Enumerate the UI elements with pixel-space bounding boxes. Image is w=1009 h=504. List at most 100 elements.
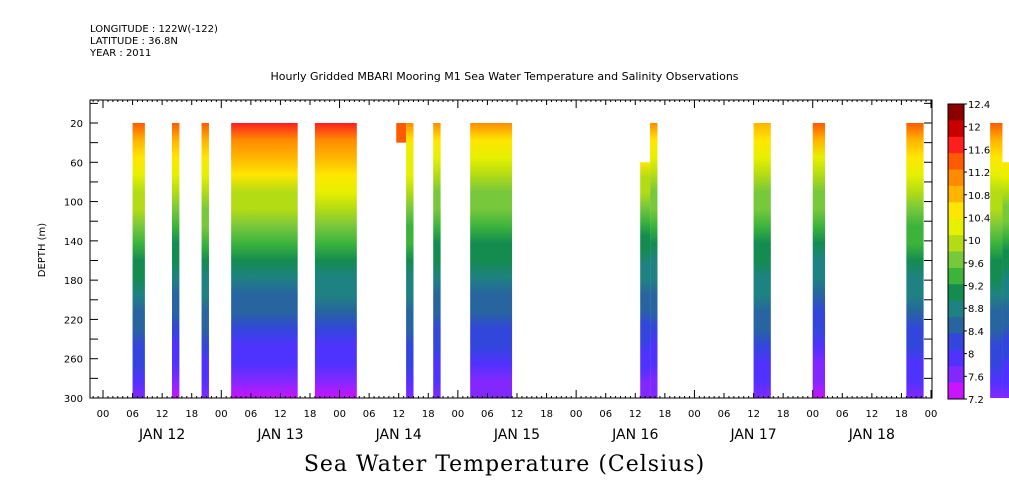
temperature-segment	[990, 123, 1003, 398]
colorbar-swatch	[948, 251, 964, 269]
chart-title: Hourly Gridded MBARI Mooring M1 Sea Wate…	[270, 70, 739, 83]
colorbar-label: 8	[968, 350, 974, 361]
colorbar-frame	[947, 103, 965, 400]
colorbar-swatch	[948, 300, 964, 318]
x-tick-label: 12	[392, 409, 405, 420]
latitude-label: LATITUDE : 36.8N	[90, 36, 178, 47]
y-tick-label: 220	[64, 315, 83, 326]
y-tick-label: 180	[64, 276, 83, 287]
plot-frame	[89, 99, 933, 399]
colorbar-swatch	[948, 333, 964, 351]
x-tick-label: 06	[836, 409, 849, 420]
temperature-segment	[812, 123, 826, 398]
x-tick-label: 12	[274, 409, 287, 420]
colorbar-label: 11.2	[968, 168, 990, 179]
temperature-segment	[753, 123, 771, 398]
colorbar-swatch	[948, 120, 964, 138]
colorbar-swatch	[948, 349, 964, 367]
temperature-segment	[314, 123, 357, 398]
x-tick-label: 18	[658, 409, 671, 420]
temperature-segment	[640, 162, 651, 398]
x-tick-label: 18	[895, 409, 908, 420]
colorbar-swatch	[948, 317, 964, 334]
temperature-segment	[470, 123, 513, 398]
colorbar-label: 12.4	[968, 100, 990, 111]
colorbar-swatch	[948, 136, 964, 154]
x-tick-label: 00	[451, 409, 464, 420]
colorbar-swatch	[948, 382, 964, 400]
x-tick-label: 00	[97, 409, 110, 420]
colorbar-swatch	[948, 153, 964, 171]
colorbar-swatch	[948, 104, 964, 121]
temperature-segment	[132, 123, 145, 398]
colorbar-label: 11.6	[968, 145, 990, 156]
year-label: YEAR : 2011	[90, 48, 152, 59]
y-tick-label: 20	[70, 119, 83, 130]
x-tick-label: 18	[777, 409, 790, 420]
colorbar-label: 9.6	[968, 259, 984, 270]
x-tick-label: 06	[718, 409, 731, 420]
x-tick-label: 00	[215, 409, 228, 420]
colorbar-label: 10	[968, 236, 981, 247]
temperature-segment	[406, 123, 414, 398]
colorbar-label: 8.4	[968, 327, 984, 338]
x-tick-label: 12	[511, 409, 524, 420]
x-tick-label: 18	[540, 409, 553, 420]
x-tick-label: 12	[629, 409, 642, 420]
x-tick-label: 06	[599, 409, 612, 420]
temperature-segment	[396, 123, 407, 143]
x-day-label: JAN 17	[729, 427, 776, 443]
x-tick-label: 12	[865, 409, 878, 420]
x-tick-label: 00	[688, 409, 701, 420]
colorbar-label: 7.6	[968, 372, 984, 383]
temperature-segment	[231, 123, 298, 398]
temperature-segment	[172, 123, 180, 398]
colorbar-swatch	[948, 284, 964, 302]
x-tick-label: 00	[570, 409, 583, 420]
x-tick-label: 12	[747, 409, 760, 420]
x-day-label: JAN 13	[256, 427, 303, 443]
temperature-segment	[433, 123, 441, 398]
temperature-segment	[906, 123, 924, 398]
x-day-label: JAN 12	[138, 427, 185, 443]
colorbar-label: 10.4	[968, 213, 990, 224]
temperature-segment	[201, 123, 209, 398]
x-tick-label: 06	[481, 409, 494, 420]
plot-axes: 00 06 12 18 00 06 12 18 00 06 12 18 00 06 12 18 00 06 12 18…	[64, 99, 938, 443]
x-tick-label: 00	[333, 409, 346, 420]
x-tick-label: 18	[304, 409, 317, 420]
x-tick-label: 18	[422, 409, 435, 420]
x-day-label: JAN 14	[375, 427, 422, 443]
x-tick-label: 00	[925, 409, 938, 420]
x-tick-label: 06	[363, 409, 376, 420]
colorbar-legend: 12.4 12 11.6 11.2 10.8 10.4 10 9.6 9.2 8.8 8.4 8 7.6…	[947, 100, 990, 406]
longitude-label: LONGITUDE : 122W(-122)	[90, 24, 218, 35]
data-segments	[132, 123, 1009, 398]
x-day-label: JAN 15	[493, 427, 540, 443]
y-tick-label: 260	[64, 355, 83, 366]
colorbar-swatch	[948, 267, 964, 285]
x-tick-label: 18	[185, 409, 198, 420]
colorbar-label: 10.8	[968, 191, 990, 202]
temperature-segment	[650, 123, 658, 398]
x-day-label: JAN 16	[611, 427, 658, 443]
y-tick-label: 300	[64, 394, 83, 405]
colorbar-swatch	[948, 202, 964, 220]
y-tick-label: 140	[64, 237, 83, 248]
x-tick-label: 12	[156, 409, 169, 420]
x-tick-label: 00	[806, 409, 819, 420]
colorbar-swatch	[948, 366, 964, 384]
y-axis-label: DEPTH (m)	[37, 223, 48, 277]
y-tick-label: 100	[64, 198, 83, 209]
colorbar-swatch	[948, 218, 964, 236]
x-day-label: JAN 18	[848, 427, 895, 443]
colorbar-swatch	[948, 235, 964, 252]
colorbar-label: 9.2	[968, 282, 984, 293]
temperature-segment	[1002, 162, 1009, 398]
colorbar-label: 8.8	[968, 304, 984, 315]
colorbar-label: 12	[968, 123, 981, 134]
chart-subtitle: Sea Water Temperature (Celsius)	[303, 452, 706, 477]
x-tick-label: 06	[244, 409, 257, 420]
y-tick-label: 60	[70, 158, 83, 169]
